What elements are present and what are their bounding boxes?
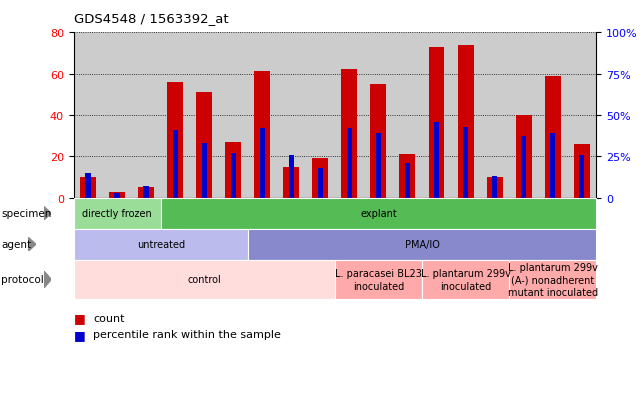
Bar: [172, 131, 178, 198]
Bar: [347, 129, 352, 198]
Text: percentile rank within the sample: percentile rank within the sample: [93, 330, 281, 339]
Bar: [306, 33, 335, 198]
Bar: [318, 169, 323, 198]
Text: L. plantarum 299v
inoculated: L. plantarum 299v inoculated: [420, 268, 510, 291]
Bar: [399, 155, 415, 198]
Polygon shape: [28, 238, 36, 252]
Bar: [480, 33, 509, 198]
Bar: [545, 76, 561, 198]
Polygon shape: [44, 271, 51, 289]
Bar: [248, 33, 277, 198]
Bar: [451, 33, 480, 198]
Bar: [138, 188, 154, 198]
Bar: [132, 33, 161, 198]
Bar: [219, 33, 248, 198]
Text: explant: explant: [360, 209, 397, 219]
Bar: [520, 137, 526, 198]
Bar: [115, 193, 120, 198]
Text: control: control: [187, 275, 221, 285]
Bar: [370, 85, 387, 198]
Text: ■: ■: [74, 311, 85, 325]
Text: L. plantarum 299v
(A-) nonadherent
mutant inoculated: L. plantarum 299v (A-) nonadherent mutan…: [508, 262, 597, 297]
Bar: [393, 33, 422, 198]
Bar: [196, 93, 212, 198]
Bar: [283, 167, 299, 198]
Bar: [342, 70, 358, 198]
Bar: [226, 142, 241, 198]
Bar: [429, 47, 444, 198]
Bar: [85, 173, 91, 198]
Bar: [574, 145, 590, 198]
Bar: [74, 33, 103, 198]
Bar: [254, 72, 271, 198]
Text: agent: agent: [1, 240, 31, 250]
Text: ■: ■: [74, 328, 85, 341]
Bar: [579, 155, 585, 198]
Bar: [80, 178, 96, 198]
Text: untreated: untreated: [137, 240, 185, 250]
Bar: [167, 83, 183, 198]
Bar: [538, 33, 567, 198]
Bar: [515, 116, 531, 198]
Bar: [144, 187, 149, 198]
Text: directly frozen: directly frozen: [83, 209, 152, 219]
Bar: [509, 33, 538, 198]
Bar: [458, 45, 474, 198]
Polygon shape: [44, 207, 51, 221]
Bar: [364, 33, 393, 198]
Bar: [190, 33, 219, 198]
Text: count: count: [93, 313, 124, 323]
Bar: [376, 134, 381, 198]
Bar: [201, 144, 207, 198]
Text: specimen: specimen: [1, 209, 52, 219]
Bar: [550, 134, 555, 198]
Bar: [335, 33, 364, 198]
Bar: [231, 154, 236, 198]
Bar: [109, 192, 125, 198]
Bar: [567, 33, 596, 198]
Bar: [434, 122, 439, 198]
Bar: [404, 164, 410, 198]
Bar: [492, 177, 497, 198]
Bar: [422, 33, 451, 198]
Bar: [103, 33, 132, 198]
Bar: [487, 178, 503, 198]
Bar: [161, 33, 190, 198]
Bar: [260, 129, 265, 198]
Text: GDS4548 / 1563392_at: GDS4548 / 1563392_at: [74, 12, 228, 25]
Bar: [288, 155, 294, 198]
Bar: [463, 127, 469, 198]
Text: L. paracasei BL23
inoculated: L. paracasei BL23 inoculated: [335, 268, 422, 291]
Text: PMA/IO: PMA/IO: [404, 240, 440, 250]
Text: protocol: protocol: [1, 275, 44, 285]
Bar: [277, 33, 306, 198]
Bar: [312, 159, 328, 198]
